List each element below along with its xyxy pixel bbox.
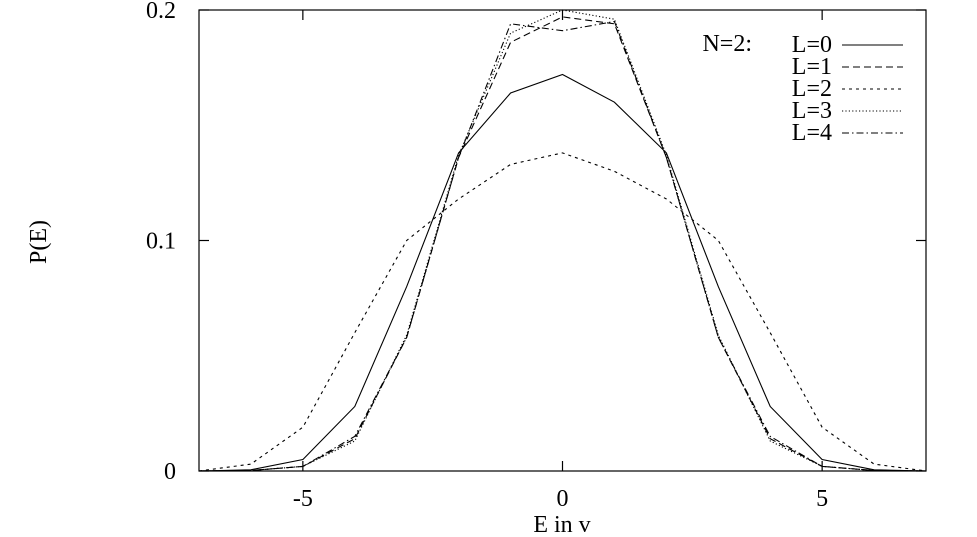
- legend-label: L=4: [792, 120, 832, 146]
- legend-label: L=1: [792, 54, 832, 80]
- y-tick-label: 0: [164, 459, 176, 485]
- legend-label: L=2: [792, 76, 832, 102]
- series-line-l-2: [198, 152, 927, 472]
- legend-label: L=3: [792, 98, 832, 124]
- x-tick-label: 0: [557, 486, 569, 512]
- series-line-l-4: [198, 20, 927, 472]
- tick-labels: -5 0 5 0 0.1 0.2: [146, 0, 828, 512]
- axis-ticks: [199, 9, 926, 472]
- x-tick-label: 5: [816, 486, 828, 512]
- x-axis-label: E in v: [533, 512, 590, 537]
- y-axis-label: P(E): [26, 220, 52, 264]
- legend: N=2: L=0L=1L=2L=3L=4: [702, 31, 903, 146]
- series-line-l-0: [198, 73, 927, 472]
- legend-prefix: N=2:: [702, 31, 752, 57]
- y-tick-label: 0.2: [146, 0, 176, 24]
- y-tick-label: 0.1: [146, 229, 176, 255]
- series-group: [198, 9, 927, 472]
- series-line-l-3: [198, 9, 927, 472]
- legend-label: L=0: [792, 32, 832, 58]
- series-line-l-1: [198, 16, 927, 472]
- x-tick-label: -5: [293, 486, 313, 512]
